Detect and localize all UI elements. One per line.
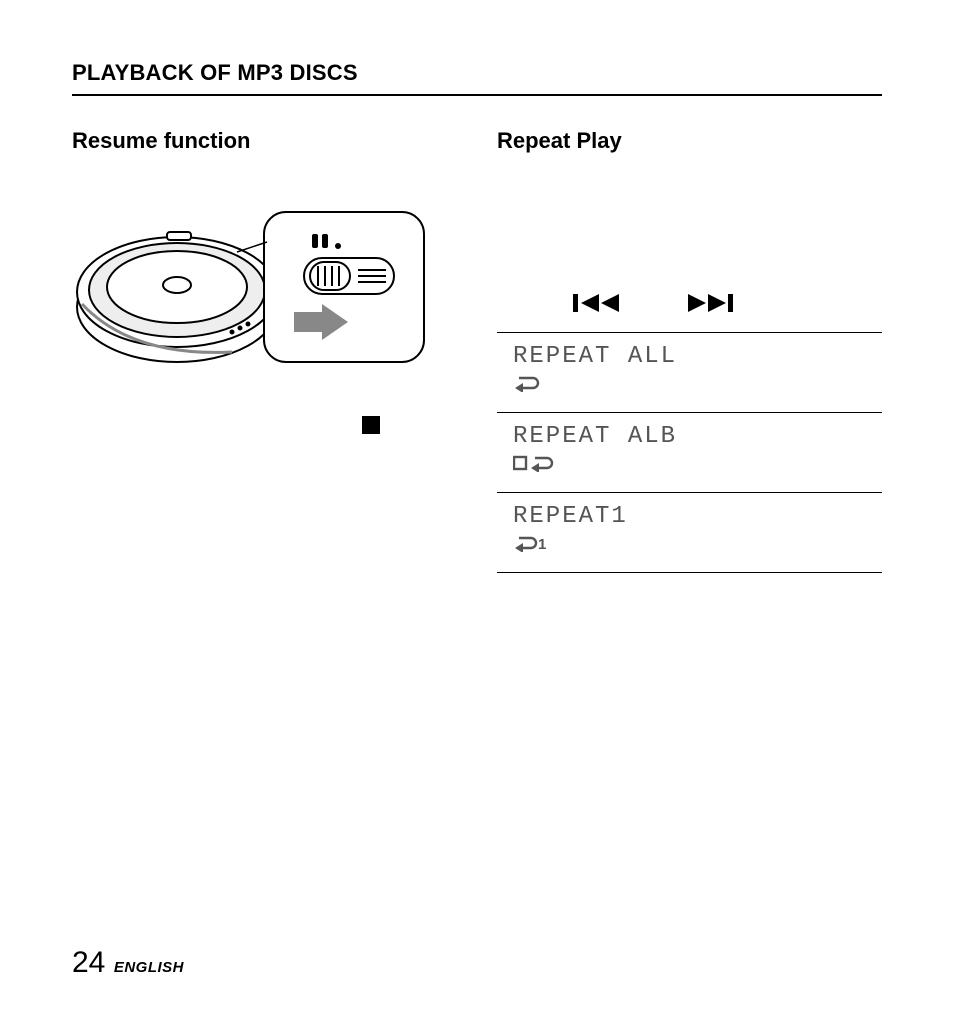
repeat-alb-mode: REPEAT ALB: [497, 412, 882, 492]
resume-function-heading: Resume function: [72, 128, 457, 154]
repeat-1-icon: 1: [513, 534, 882, 552]
repeat-all-icon: [513, 374, 882, 392]
stop-icon: [362, 416, 380, 434]
repeat-all-label: REPEAT ALL: [513, 343, 882, 370]
skip-back-icon: [573, 294, 633, 311]
page-number: 24: [72, 946, 105, 979]
svg-text:1: 1: [538, 536, 546, 552]
repeat-play-heading: Repeat Play: [497, 128, 882, 154]
repeat-alb-label: REPEAT ALB: [513, 423, 882, 450]
stop-icon-row: [72, 416, 457, 439]
repeat-1-label: REPEAT1: [513, 503, 882, 530]
page-language: ENGLISH: [114, 959, 184, 976]
repeat-all-mode: REPEAT ALL: [497, 332, 882, 412]
repeat-1-mode: REPEAT1 1: [497, 492, 882, 573]
right-column: Repeat Play: [497, 128, 882, 573]
content-columns: Resume function: [72, 128, 882, 573]
section-title: PLAYBACK OF MP3 DISCS: [72, 60, 882, 96]
repeat-alb-icon: [513, 454, 882, 472]
page-footer: 24 ENGLISH: [72, 946, 184, 980]
left-column: Resume function: [72, 128, 457, 573]
skip-forward-icon: [684, 294, 740, 311]
device-illustration: [72, 192, 432, 392]
track-nav-icons: [497, 286, 882, 332]
repeat-modes-list: REPEAT ALL REPEAT ALB: [497, 332, 882, 573]
